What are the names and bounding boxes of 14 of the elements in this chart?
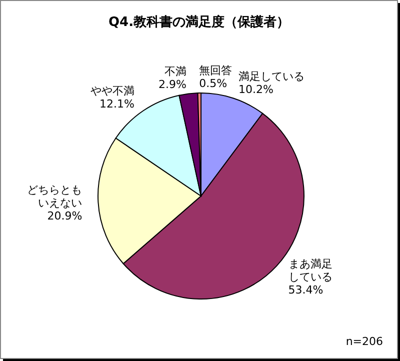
- data-label: 12.1%: [99, 97, 134, 110]
- slice-label: 無回答: [199, 64, 232, 78]
- data-label: 20.9%: [47, 210, 82, 223]
- slice-label: 満足している: [238, 70, 304, 84]
- data-label: 0.5%: [199, 77, 228, 90]
- text: n=206: [346, 335, 383, 348]
- data-label: 2.9%: [158, 78, 186, 91]
- slice-label: まあ満足している: [288, 257, 332, 284]
- chart-title: Q4.教科書の満足度（保護者）: [107, 14, 291, 31]
- slice-label: 不満: [164, 64, 186, 78]
- data-label: 53.4%: [288, 283, 324, 296]
- slice-label: やや不満: [90, 84, 134, 98]
- slice-label: どちらともいえない: [27, 184, 82, 210]
- data-label: 10.2%: [238, 83, 274, 96]
